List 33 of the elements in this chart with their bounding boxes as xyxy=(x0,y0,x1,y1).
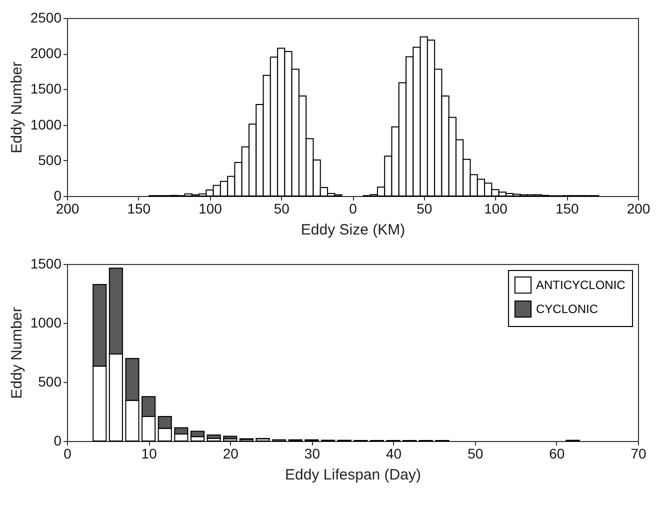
y-tick-label: 1000 xyxy=(30,314,62,330)
x-tick-label: 0 xyxy=(64,446,72,462)
x-tick-label: 150 xyxy=(555,200,580,216)
x-tick-label: 100 xyxy=(484,200,508,216)
x-axis-title: Eddy Lifespan (Day) xyxy=(285,466,421,484)
y-tick-label: 500 xyxy=(38,374,62,390)
x-tick-label: 150 xyxy=(127,200,151,216)
y-tick-label: 500 xyxy=(38,152,62,168)
legend-label: CYCLONIC xyxy=(536,302,598,316)
x-tick-label: 200 xyxy=(626,200,650,216)
x-tick-label: 40 xyxy=(386,446,402,462)
y-axis-title: Eddy Number xyxy=(8,62,26,154)
x-tick-label: 60 xyxy=(549,446,565,462)
y-tick-label: 0 xyxy=(54,188,62,204)
x-tick-label: 20 xyxy=(222,446,239,462)
y-tick-label: 0 xyxy=(54,432,62,448)
x-tick-label: 10 xyxy=(141,446,158,462)
y-axis-title: Eddy Number xyxy=(8,307,26,399)
y-tick-label: 1000 xyxy=(30,116,62,132)
x-tick-label: 50 xyxy=(274,200,290,216)
y-tick-label: 1500 xyxy=(30,80,62,97)
y-tick-label: 2000 xyxy=(30,45,62,62)
y-tick-label: 1500 xyxy=(30,256,62,272)
x-axis-title: Eddy Size (KM) xyxy=(300,222,406,238)
x-tick-label: 30 xyxy=(304,446,320,462)
x-tick-label: 0 xyxy=(349,200,358,216)
x-tick-label: 200 xyxy=(56,200,80,216)
x-tick-label: 100 xyxy=(198,200,222,216)
y-tick-label: 2500 xyxy=(30,10,62,26)
legend-label: ANTICYCLONIC xyxy=(536,278,626,292)
x-tick-label: 50 xyxy=(468,446,484,462)
x-tick-label: 50 xyxy=(416,200,432,216)
x-tick-label: 70 xyxy=(630,446,646,462)
